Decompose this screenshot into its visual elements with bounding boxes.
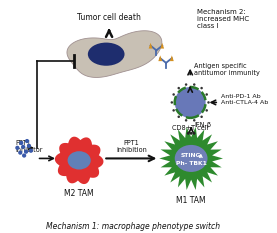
Text: PPT1
inhibitor: PPT1 inhibitor	[16, 140, 43, 153]
Circle shape	[19, 141, 23, 145]
Text: PPT1
inhibition: PPT1 inhibition	[116, 140, 147, 153]
Circle shape	[193, 119, 196, 122]
Text: Antigen specific
antitumor immunity: Antigen specific antitumor immunity	[194, 63, 260, 76]
Circle shape	[172, 93, 175, 96]
Circle shape	[15, 146, 19, 150]
Text: Mechanism 1: macrophage phenotype switch: Mechanism 1: macrophage phenotype switch	[46, 222, 220, 231]
Ellipse shape	[68, 151, 91, 170]
Polygon shape	[158, 55, 162, 61]
Text: Anti-PD-1 Ab
Anti-CTLA-4 Ab: Anti-PD-1 Ab Anti-CTLA-4 Ab	[221, 94, 268, 105]
Circle shape	[18, 151, 22, 155]
Text: M1 TAM: M1 TAM	[176, 196, 206, 205]
Circle shape	[171, 101, 173, 104]
Circle shape	[172, 109, 175, 112]
Polygon shape	[159, 127, 223, 190]
Ellipse shape	[88, 43, 125, 66]
Circle shape	[27, 144, 31, 148]
Circle shape	[21, 145, 25, 149]
Polygon shape	[170, 55, 174, 61]
Circle shape	[185, 119, 187, 122]
Polygon shape	[67, 31, 162, 77]
Text: STING: STING	[181, 153, 201, 158]
Circle shape	[206, 93, 208, 96]
Polygon shape	[55, 137, 103, 184]
Circle shape	[187, 132, 190, 135]
Ellipse shape	[175, 145, 207, 172]
Text: Ph- TBK1: Ph- TBK1	[176, 161, 207, 166]
Circle shape	[193, 83, 196, 86]
Circle shape	[200, 87, 203, 89]
Circle shape	[22, 153, 26, 158]
Circle shape	[185, 83, 187, 86]
Circle shape	[178, 116, 180, 118]
Circle shape	[25, 139, 29, 143]
Text: IFN-β: IFN-β	[194, 122, 211, 128]
Text: Mechanism 2:
increased MHC
class I: Mechanism 2: increased MHC class I	[197, 9, 249, 29]
Polygon shape	[149, 43, 153, 48]
Circle shape	[190, 132, 193, 135]
Circle shape	[24, 150, 28, 154]
Polygon shape	[160, 43, 164, 48]
Text: M2 TAM: M2 TAM	[64, 189, 94, 198]
Circle shape	[193, 132, 196, 135]
Text: CD8+T cell: CD8+T cell	[172, 125, 208, 131]
Circle shape	[207, 101, 210, 104]
Text: Tumor cell death: Tumor cell death	[77, 13, 141, 22]
Circle shape	[206, 109, 208, 112]
Circle shape	[178, 87, 180, 89]
Circle shape	[29, 149, 33, 153]
Circle shape	[200, 116, 203, 118]
Circle shape	[175, 87, 206, 118]
